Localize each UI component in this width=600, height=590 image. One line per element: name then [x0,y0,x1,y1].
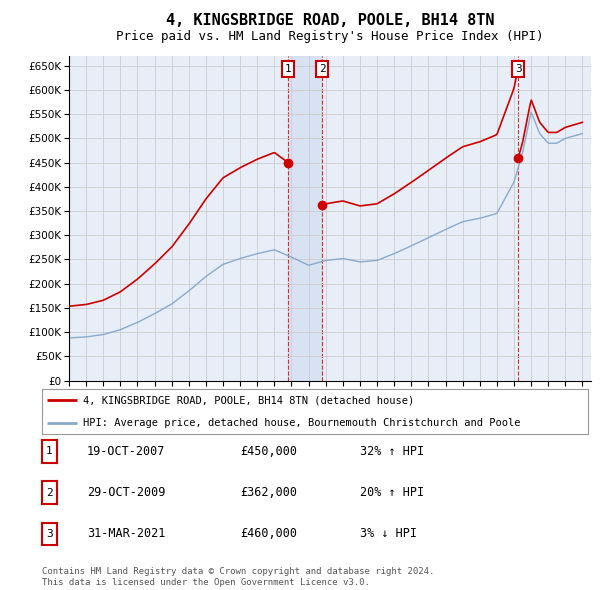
Text: 19-OCT-2007: 19-OCT-2007 [87,445,166,458]
Bar [288,56,322,381]
Text: 2: 2 [319,64,326,74]
Text: 4, KINGSBRIDGE ROAD, POOLE, BH14 8TN (detached house): 4, KINGSBRIDGE ROAD, POOLE, BH14 8TN (de… [83,395,414,405]
Text: 3% ↓ HPI: 3% ↓ HPI [360,527,417,540]
Text: 2: 2 [46,488,53,497]
Text: 1: 1 [46,447,53,456]
Text: 4, KINGSBRIDGE ROAD, POOLE, BH14 8TN: 4, KINGSBRIDGE ROAD, POOLE, BH14 8TN [166,13,494,28]
Text: 31-MAR-2021: 31-MAR-2021 [87,527,166,540]
Text: £362,000: £362,000 [240,486,297,499]
Text: 3: 3 [515,64,521,74]
Text: 29-OCT-2009: 29-OCT-2009 [87,486,166,499]
Text: 20% ↑ HPI: 20% ↑ HPI [360,486,424,499]
Text: £460,000: £460,000 [240,527,297,540]
Text: 32% ↑ HPI: 32% ↑ HPI [360,445,424,458]
Text: 1: 1 [284,64,292,74]
Text: Contains HM Land Registry data © Crown copyright and database right 2024.: Contains HM Land Registry data © Crown c… [42,566,434,576]
Text: HPI: Average price, detached house, Bournemouth Christchurch and Poole: HPI: Average price, detached house, Bour… [83,418,520,428]
Text: This data is licensed under the Open Government Licence v3.0.: This data is licensed under the Open Gov… [42,578,370,588]
Text: Price paid vs. HM Land Registry's House Price Index (HPI): Price paid vs. HM Land Registry's House … [116,30,544,43]
Text: 3: 3 [46,529,53,539]
Text: £450,000: £450,000 [240,445,297,458]
